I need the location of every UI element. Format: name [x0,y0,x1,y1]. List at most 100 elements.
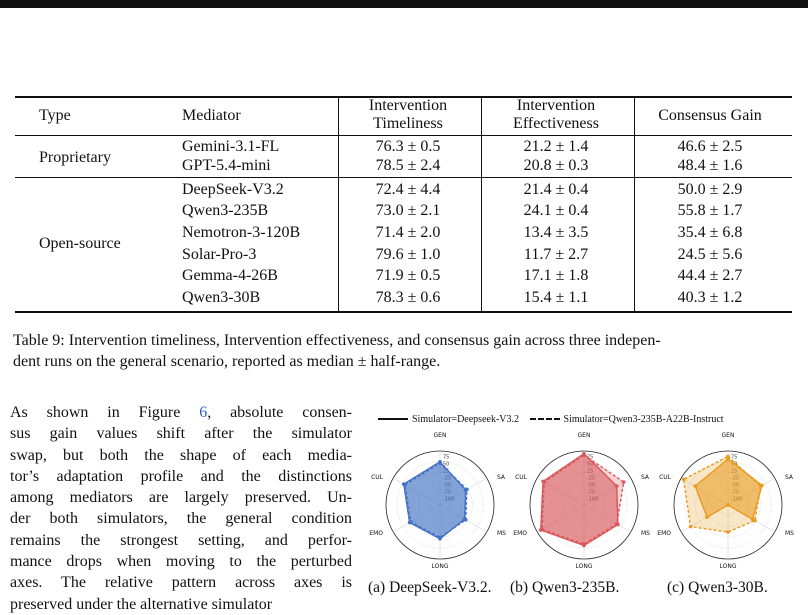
table-cell-consensus: 40.3 ± 1.2 [677,289,743,306]
table-cell-mediator: Solar-Pro-3 [182,246,257,263]
table-column-separator [634,96,635,312]
radar-data-point [693,484,698,488]
body-line: As shown in Figure 6, absolute consen- [10,402,352,423]
body-text-run: sus gain values shift after the simulato… [10,425,352,443]
radar-ring-label: 75 [731,454,737,460]
radar-data-point [438,535,442,540]
radar-data-point [614,484,619,488]
table-cell-timeliness: 71.4 ± 2.0 [375,224,441,241]
table-caption: Table 9: Intervention timeliness, Interv… [13,330,795,372]
table-cell-effectiveness: 15.4 ± 1.1 [523,289,589,306]
radar-axis-label: EMO [369,530,383,537]
table-cell-consensus: 48.4 ± 1.6 [677,157,743,174]
header-type: Type [39,107,71,124]
body-line: among mediators are largely preserved. U… [10,487,352,508]
legend-item-dashed: Simulator=Qwen3-235B-A22B-Instruct [529,413,724,425]
radar-axis-label: CUL [515,474,528,481]
table-cell-mediator: Gemma-4-26B [182,267,278,284]
table-column-separator [338,96,339,312]
table-cell-effectiveness: 11.7 ± 2.7 [523,246,589,263]
table-top-rule [15,96,792,98]
caption-line: dent runs on the general scenario, repor… [13,353,441,370]
header-mediator: Mediator [182,107,241,124]
radar-data-point [758,484,763,488]
radar-axis-label: MS [497,530,506,537]
table-cell-mediator: Qwen3-30B [182,289,261,306]
body-line: tor’s adaptation profile and the distinc… [10,466,352,487]
radar-chart-qwen3-235b: 755025-25-50-75-100GENSAMSLONGEMOCUL [513,432,650,570]
header-effectiveness-line1: Intervention [516,97,596,114]
table-cell-effectiveness: 21.4 ± 0.4 [523,181,589,198]
figure-legend: Simulator=Deepseek-V3.2 Simulator=Qwen3-… [378,412,732,425]
table-header-rule [15,135,792,136]
body-line: axes. The relative pattern across axes i… [10,572,352,593]
radar-axis-label: MS [785,530,794,537]
body-text-run: tor’s adaptation profile and the distinc… [10,467,352,485]
header-timeliness-line1: Intervention [368,97,448,114]
header-consensus: Consensus Gain [658,107,762,124]
table-cell-consensus: 55.8 ± 1.7 [677,202,743,219]
body-line: mance drops when moving to the perturbed [10,551,352,572]
body-text-run: , absolute consen- [207,404,353,421]
caption-line: Table 9: Intervention timeliness, Interv… [13,332,661,349]
body-text-run: swap, but both the shape of each media- [10,446,352,464]
radar-series-dashed [404,462,468,539]
group-type-open-source: Open-source [39,235,121,252]
radar-axis-label: EMO [513,530,527,537]
radar-grid-ring [684,461,772,549]
radar-axis-label: EMO [657,530,671,537]
body-line: der both simulators, the general conditi… [10,508,352,529]
radar-axis-label: SA [641,474,650,481]
table-cell-mediator: Qwen3-235B [182,202,269,219]
radar-data-point [614,522,619,526]
radar-chart-deepseek: 755025-25-50-75-100GENSAMSLONGEMOCUL [369,432,506,570]
radar-data-point [726,454,730,459]
table-cell-mediator: Gemini-3.1-FL [182,138,280,155]
table-cell-timeliness: 76.3 ± 0.5 [375,138,441,155]
radar-series-dashed [541,454,625,545]
radar-chart-qwen3-30b: 755025-25-50-75-100GENSAMSLONGEMOCUL [657,432,794,570]
radar-axis-label: LONG [720,563,737,570]
table-cell-timeliness: 78.3 ± 0.6 [375,289,441,306]
table-cell-mediator: Nemotron-3-120B [182,224,301,241]
body-line: preserved under the alternative simulato… [10,594,352,615]
table-cell-consensus: 44.4 ± 2.7 [677,267,743,284]
radar-axis-label: CUL [659,474,672,481]
table-cell-timeliness: 73.0 ± 2.1 [375,202,441,219]
radar-data-point [681,477,686,482]
radar-data-point [621,480,626,484]
body-text-run: among mediators are largely preserved. U… [10,489,352,507]
table-cell-consensus: 46.6 ± 2.5 [677,138,743,155]
body-line: remains the strongest setting, and perfo… [10,530,352,551]
table-cell-consensus: 35.4 ± 6.8 [677,224,743,241]
table-cell-effectiveness: 21.2 ± 1.4 [523,138,589,155]
radar-grid-ring [540,461,628,549]
radar-data-point [403,482,407,487]
radar-axis-label: CUL [371,474,384,481]
radar-axis-label: LONG [432,563,449,570]
table-column-separator [481,96,482,312]
radar-axis-label: GEN [578,432,591,439]
radar-axis-label: GEN [722,432,735,439]
table-cell-mediator: GPT-5.4-mini [182,157,271,174]
legend-label: Simulator=Qwen3-235B-A22B-Instruct [563,413,724,425]
radar-axis-label: SA [497,474,506,481]
figure-reference-link[interactable]: 6 [199,404,208,421]
table-cell-timeliness: 78.5 ± 2.4 [375,157,441,174]
table-cell-consensus: 24.5 ± 5.6 [677,246,743,263]
group-type-proprietary: Proprietary [39,149,111,166]
radar-axis-label: SA [785,474,794,481]
radar-axis-label: MS [641,530,650,537]
table-cell-effectiveness: 17.1 ± 1.8 [523,267,589,284]
radar-grid-ring [396,461,484,549]
radar-ring-label: 50 [443,461,449,467]
radar-data-point [688,524,693,529]
subcaption-c: (c) Qwen3-30B. [667,579,768,596]
radar-series-dashed [682,455,762,533]
solid-line-swatch [378,418,408,420]
table-group-rule [15,177,792,178]
body-line: swap, but both the shape of each media- [10,445,352,466]
radar-data-point [726,503,730,507]
radar-data-point [438,461,442,465]
subcaption-a: (a) DeepSeek-V3.2. [368,579,492,596]
